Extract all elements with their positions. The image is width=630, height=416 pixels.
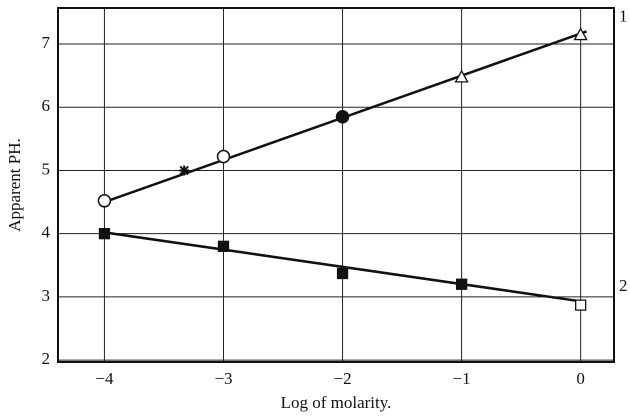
x-tick-label: −2 — [334, 369, 352, 388]
marker — [97, 194, 112, 208]
x-axis-label: Log of molarity. — [281, 393, 392, 412]
marker — [216, 149, 231, 164]
y-axis-label: Apparent PH. — [5, 138, 24, 231]
y-tick-label: 7 — [42, 33, 51, 52]
marker — [179, 165, 190, 176]
plot-frame — [57, 7, 615, 363]
x-tick-label: 0 — [576, 369, 585, 388]
y-tick-label: 2 — [42, 349, 51, 368]
y-tick-label: 3 — [42, 286, 51, 305]
marker — [455, 278, 468, 290]
x-tick-label: −1 — [453, 369, 471, 388]
x-tick-label: −3 — [214, 369, 232, 388]
marker — [217, 240, 230, 252]
marker — [575, 299, 587, 311]
marker — [98, 228, 111, 240]
series-label: 2 — [619, 276, 628, 295]
y-tick-label: 6 — [42, 96, 51, 115]
marker — [573, 27, 588, 41]
marker — [335, 109, 350, 124]
x-tick-label: −4 — [95, 369, 114, 388]
fit-line — [104, 231, 581, 303]
y-tick-label: 5 — [42, 159, 51, 178]
series-label: 1 — [619, 6, 628, 25]
y-tick-label: 4 — [42, 223, 51, 242]
marker — [336, 267, 349, 280]
marker — [454, 69, 469, 83]
